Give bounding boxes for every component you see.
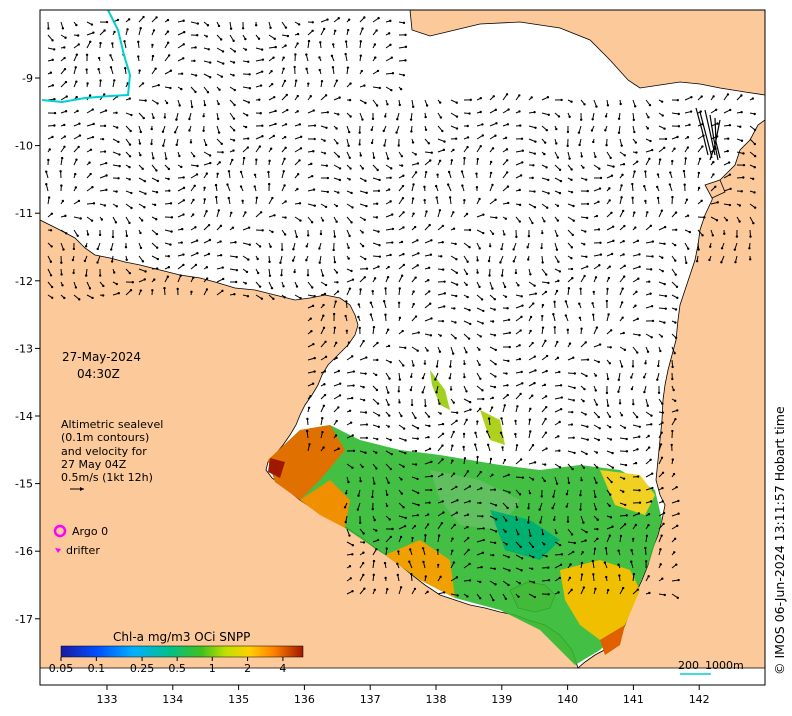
lon-tick-label: 133: [97, 693, 118, 706]
altimetry-line3: and velocity for: [61, 445, 147, 458]
land-nw-coast: [40, 10, 125, 102]
colorbar-title: Chl-a mg/m3 OCi SNPP: [113, 630, 250, 644]
velocity-arrows: [45, 15, 757, 602]
lon-tick-label: 139: [491, 693, 512, 706]
lat-tick-label: -14: [15, 410, 33, 423]
drifter-label: drifter: [66, 544, 100, 557]
plot-frame: [39, 9, 766, 686]
sealevel-contour: [41, 10, 132, 104]
drifter-icon: [55, 548, 61, 553]
land: [40, 10, 765, 669]
lat-tick-label: -10: [15, 140, 33, 153]
altimetry-line1: Altimetric sealevel: [61, 418, 163, 431]
colorbar-tick-label: 0.5: [168, 662, 186, 675]
lon-tick-label: 137: [360, 693, 381, 706]
altimetry-line2: (0.1m contours): [61, 431, 149, 444]
timestamp-date: 27-May-2024: [62, 350, 141, 364]
colorbar-tick-label: 0.05: [49, 662, 74, 675]
scale-km-label: 200: [678, 659, 699, 672]
lon-tick-label: 141: [623, 693, 644, 706]
land-new-guinea: [409, 10, 765, 96]
colorbar-tick-label: 0.1: [88, 662, 106, 675]
scale-depth-label: 1000m: [705, 659, 744, 672]
colorbar-tick-label: 4: [279, 662, 286, 675]
altimetry-line5: 0.5m/s (1kt 12h): [61, 471, 153, 484]
altimetry-line4: 27 May 04Z: [61, 458, 127, 471]
lon-tick-label: 140: [557, 693, 578, 706]
lon-tick-label: 142: [689, 693, 710, 706]
land-arnhem: [40, 219, 579, 669]
lon-tick-label: 135: [228, 693, 249, 706]
credit-text: © IMOS 06-Jun-2024 13:11:57 Hobart time: [772, 406, 787, 675]
colorbar-ticks: 0.05 0.1 0.25 0.5 1 2 4: [49, 657, 286, 675]
timestamp-time: 04:30Z: [77, 367, 120, 381]
lon-tick-label: 134: [162, 693, 183, 706]
lon-tick-label: 138: [426, 693, 447, 706]
land-island-ne: [704, 179, 726, 199]
lon-tick-label: 136: [294, 693, 315, 706]
lat-tick-label: -16: [15, 545, 33, 558]
arrow-scale-icon: [70, 487, 84, 491]
argo-label: Argo 0: [72, 525, 108, 538]
argo-icon: [53, 524, 67, 538]
longitude-axis: 133 134 135 136 137 138 139 140 141 142: [97, 685, 710, 706]
colorbar-tick-label: 2: [244, 662, 251, 675]
drifter-tracks: [695, 107, 721, 161]
lat-tick-label: -12: [15, 275, 33, 288]
latitude-axis: -9 -10 -11 -12 -13 -14 -15 -16 -17: [15, 72, 40, 626]
colorbar-tick-label: 1: [209, 662, 216, 675]
lat-tick-label: -15: [15, 478, 33, 491]
lat-tick-label: -17: [15, 613, 33, 626]
colorbar: [60, 645, 304, 658]
lat-tick-label: -11: [15, 207, 33, 220]
lat-tick-label: -13: [15, 342, 33, 355]
colorbar-tick-label: 0.25: [130, 662, 155, 675]
lat-tick-label: -9: [22, 72, 33, 85]
